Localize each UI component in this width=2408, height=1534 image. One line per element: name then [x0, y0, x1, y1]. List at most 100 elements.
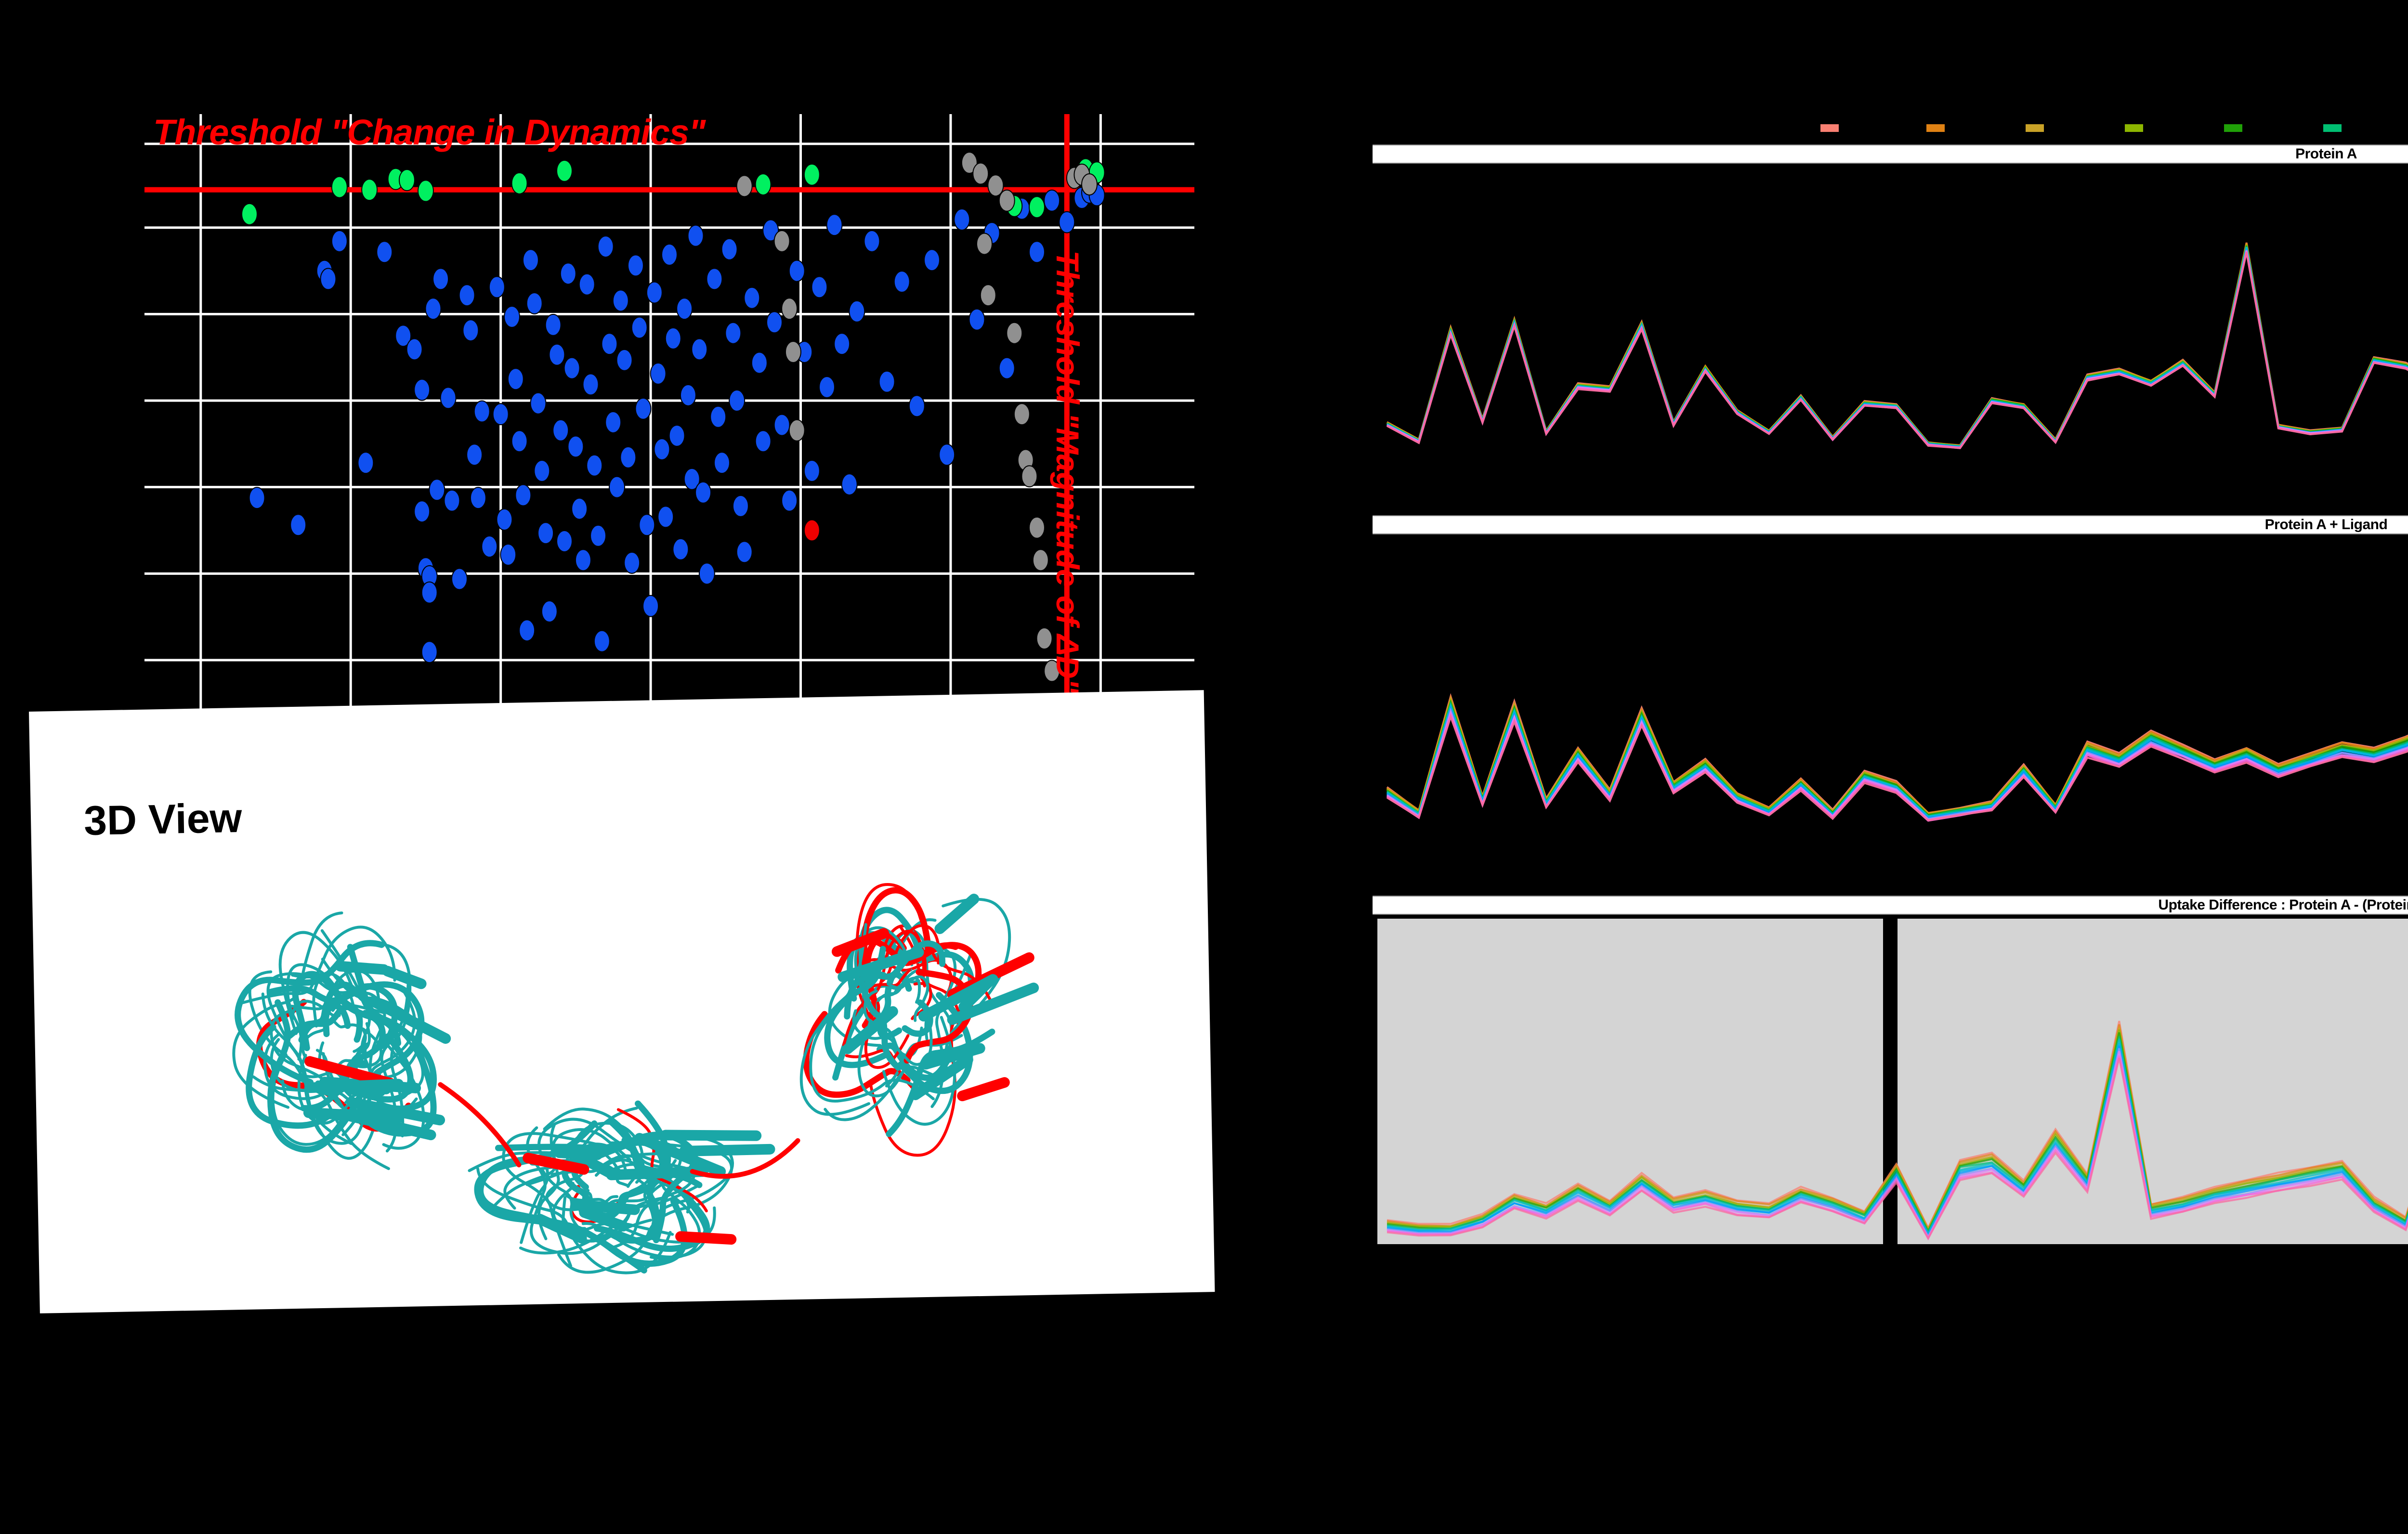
scatter-point[interactable]	[1081, 173, 1098, 195]
scatter-point[interactable]	[1021, 465, 1038, 488]
scatter-point[interactable]	[417, 180, 434, 202]
scatter-point[interactable]	[507, 368, 524, 390]
scatter-point[interactable]	[642, 595, 659, 617]
scatter-point[interactable]	[451, 568, 468, 590]
scatter-point[interactable]	[773, 230, 790, 252]
scatter-point[interactable]	[676, 298, 693, 320]
uptake-series-line[interactable]	[1387, 1029, 2408, 1233]
scatter-point[interactable]	[668, 425, 685, 447]
scatter-point[interactable]	[766, 311, 783, 334]
uptake-series-line[interactable]	[1387, 1027, 2408, 1232]
scatter-point[interactable]	[567, 435, 584, 458]
scatter-point[interactable]	[803, 519, 820, 542]
scatter-point[interactable]	[376, 241, 393, 263]
scatter-point[interactable]	[511, 172, 528, 195]
scatter-point[interactable]	[721, 238, 738, 260]
scatter-point[interactable]	[429, 479, 445, 501]
scatter-point[interactable]	[1044, 660, 1060, 682]
uptake-series-line[interactable]	[1386, 685, 2408, 817]
scatter-point[interactable]	[627, 254, 644, 277]
scatter-point[interactable]	[657, 506, 674, 528]
scatter-point[interactable]	[526, 292, 543, 314]
scatter-point[interactable]	[578, 273, 595, 296]
scatter-point[interactable]	[819, 376, 835, 398]
series-legend[interactable]	[1820, 120, 2408, 140]
scatter-point[interactable]	[762, 219, 779, 242]
scatter-point[interactable]	[290, 514, 307, 536]
legend-swatch[interactable]	[2323, 124, 2342, 132]
scatter-point[interactable]	[609, 476, 625, 498]
scatter-point[interactable]	[597, 235, 614, 258]
scatter-point[interactable]	[732, 494, 749, 517]
scatter-point[interactable]	[672, 538, 689, 560]
scatter-point[interactable]	[1036, 627, 1053, 650]
uptake-series-line[interactable]	[1387, 1024, 2408, 1231]
scatter-point[interactable]	[811, 276, 828, 299]
scatter-point[interactable]	[706, 268, 723, 290]
scatter-point[interactable]	[635, 397, 652, 420]
scatter-point[interactable]	[624, 551, 641, 574]
scatter-point[interactable]	[458, 284, 475, 307]
scatter-point[interactable]	[803, 163, 820, 186]
legend-swatch[interactable]	[2125, 124, 2143, 132]
scatter-point[interactable]	[421, 581, 438, 604]
scatter-point[interactable]	[414, 378, 431, 401]
scatter-point[interactable]	[788, 260, 805, 282]
scatter-point[interactable]	[939, 443, 955, 466]
scatter-point[interactable]	[395, 325, 412, 347]
scatter-point[interactable]	[1029, 196, 1045, 219]
scatter-point[interactable]	[954, 208, 970, 231]
scatter-point[interactable]	[601, 333, 618, 355]
scatter-point[interactable]	[736, 175, 753, 197]
scatter-point[interactable]	[864, 230, 880, 252]
scatter-point[interactable]	[425, 298, 442, 320]
scatter-point[interactable]	[593, 630, 610, 652]
scatter-point[interactable]	[893, 271, 910, 293]
scatter-point[interactable]	[357, 452, 374, 474]
uptake-series-line[interactable]	[1387, 1043, 2408, 1236]
scatter-point[interactable]	[320, 268, 337, 290]
legend-swatch[interactable]	[2026, 124, 2044, 132]
scatter-point[interactable]	[530, 392, 547, 415]
scatter-point[interactable]	[361, 179, 378, 201]
scatter-point[interactable]	[500, 544, 517, 566]
scatter-point[interactable]	[616, 349, 633, 371]
uptake-series-line[interactable]	[1386, 678, 2408, 814]
scatter-point[interactable]	[515, 484, 532, 507]
scatter-point[interactable]	[755, 173, 772, 195]
scatter-point[interactable]	[695, 481, 712, 504]
uptake-series-line[interactable]	[1387, 1055, 2408, 1241]
scatter-point[interactable]	[714, 452, 730, 474]
scatter-point[interactable]	[781, 489, 798, 512]
scatter-point[interactable]	[755, 430, 772, 453]
scatter-point[interactable]	[331, 230, 348, 252]
uptake-series-line[interactable]	[1387, 1039, 2408, 1236]
scatter-point[interactable]	[432, 268, 449, 290]
scatter-point[interactable]	[504, 306, 520, 328]
scatter-point[interactable]	[620, 446, 637, 468]
scatter-point[interactable]	[552, 419, 569, 442]
scatter-point[interactable]	[687, 224, 704, 247]
scatter-point[interactable]	[582, 373, 599, 396]
scatter-point[interactable]	[736, 541, 753, 563]
scatter-point[interactable]	[440, 387, 457, 409]
scatter-point[interactable]	[961, 152, 978, 174]
scatter-point[interactable]	[826, 214, 843, 236]
scatter-point[interactable]	[834, 333, 851, 355]
scatter-point[interactable]	[781, 298, 798, 320]
scatter-point[interactable]	[729, 390, 746, 412]
scatter-point[interactable]	[924, 249, 940, 272]
scatter-point[interactable]	[710, 405, 727, 428]
scatter-point[interactable]	[1013, 403, 1030, 426]
scatter-point[interactable]	[560, 262, 576, 285]
uptake-series-line[interactable]	[1387, 1036, 2408, 1234]
scatter-point[interactable]	[605, 411, 622, 433]
scatter-point[interactable]	[654, 438, 670, 461]
scatter-point[interactable]	[1059, 211, 1075, 234]
scatter-point[interactable]	[612, 289, 629, 312]
chart-canvas-protein-a-ligand[interactable]	[1373, 534, 2408, 833]
scatter-point[interactable]	[466, 443, 483, 466]
scatter-point[interactable]	[473, 400, 490, 423]
scatter-point[interactable]	[646, 281, 663, 304]
scatter-point[interactable]	[773, 414, 790, 436]
